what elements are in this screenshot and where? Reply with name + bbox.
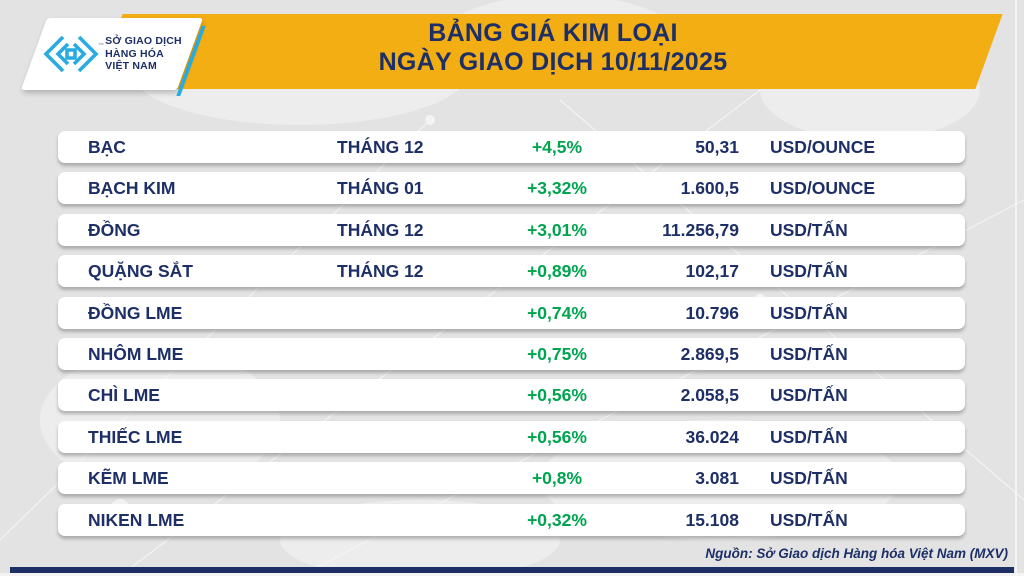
price-value: 2.058,5	[680, 385, 739, 406]
title-line2: NGÀY GIAO DỊCH 10/11/2025	[378, 48, 728, 76]
price-value: 3.081	[695, 468, 739, 489]
table-row: CHÌ LME +0,56% 2.058,5 USD/TẤN	[58, 379, 965, 412]
price-unit: USD/TẤN	[770, 509, 848, 530]
table-row: NHÔM LME +0,75% 2.869,5 USD/TẤN	[58, 337, 965, 370]
commodity-name: NIKEN LME	[88, 509, 185, 530]
commodity-name: BẠCH KIM	[88, 178, 176, 199]
mxv-logo-text: SỞ GIAO DỊCH HÀNG HÓA VIỆT NAM	[105, 35, 182, 73]
logo-text-line2: HÀNG HÓA	[105, 47, 164, 60]
logo-text-line3: VIỆT NAM	[105, 60, 157, 73]
price-value: 36.024	[685, 426, 739, 447]
commodity-name: CHÌ LME	[88, 385, 160, 406]
bottom-navy-bar	[10, 567, 1014, 573]
table-row: THIẾC LME +0,56% 36.024 USD/TẤN	[58, 420, 965, 453]
price-unit: USD/TẤN	[770, 468, 848, 489]
price-unit: USD/TẤN	[770, 385, 848, 406]
price-unit: USD/TẤN	[770, 343, 848, 364]
commodity-name: QUẶNG SẮT	[88, 261, 193, 282]
contract-month: THÁNG 12	[337, 137, 424, 157]
commodity-name: BẠC	[88, 137, 126, 157]
trademark-symbol: ™	[98, 43, 105, 49]
source-attribution: Nguồn: Sở Giao dịch Hàng hóa Việt Nam (M…	[705, 546, 1008, 561]
price-unit: USD/OUNCE	[770, 137, 876, 157]
price-value: 2.869,5	[680, 343, 739, 364]
contract-month: THÁNG 12	[337, 261, 424, 282]
table-row: QUẶNG SẮT THÁNG 12 +0,89% 102,17 USD/TẤN	[58, 255, 965, 288]
contract-month: THÁNG 12	[337, 219, 424, 240]
page-title: BẢNG GIÁ KIM LOẠI NGÀY GIAO DỊCH 10/11/2…	[273, 19, 833, 77]
price-value: 50,31	[695, 137, 739, 157]
mxv-logo: ™ SỞ GIAO DỊCH HÀNG HÓA VIỆT NAM	[20, 18, 204, 90]
table-row: BẠC THÁNG 12 +4,5% 50,31 USD/OUNCE	[58, 131, 965, 163]
commodity-name: ĐỒNG	[88, 219, 141, 240]
price-value: 11.256,79	[662, 219, 739, 240]
table-row: BẠCH KIM THÁNG 01 +3,32% 1.600,5 USD/OUN…	[58, 172, 965, 205]
table-row: ĐỒNG THÁNG 12 +3,01% 11.256,79 USD/TẤN	[58, 213, 965, 246]
contract-month: THÁNG 01	[337, 178, 424, 199]
price-unit: USD/TẤN	[770, 261, 848, 282]
price-unit: USD/TẤN	[770, 426, 848, 447]
commodity-name: NHÔM LME	[88, 343, 184, 364]
table-row: KẼM LME +0,8% 3.081 USD/TẤN	[58, 462, 965, 495]
page-edge-highlight	[1015, 0, 1017, 576]
commodity-name: THIẾC LME	[88, 426, 183, 447]
price-unit: USD/TẤN	[770, 219, 848, 240]
title-line1: BẢNG GIÁ KIM LOẠI	[428, 19, 678, 47]
price-value: 15.108	[685, 509, 739, 530]
price-value: 102,17	[685, 261, 739, 282]
commodity-name: KẼM LME	[88, 468, 169, 489]
commodity-name: ĐỒNG LME	[88, 302, 183, 323]
logo-text-line1: SỞ GIAO DỊCH	[105, 35, 182, 48]
mxv-logo-icon: ™	[42, 34, 104, 74]
table-row: NIKEN LME +0,32% 15.108 USD/TẤN	[58, 503, 965, 536]
table-row: ĐỒNG LME +0,74% 10.796 USD/TẤN	[58, 296, 965, 329]
price-value: 1.600,5	[680, 178, 739, 199]
price-value: 10.796	[685, 302, 739, 323]
price-table: BẠC THÁNG 12 +4,5% 50,31 USD/OUNCE BẠCH …	[58, 131, 965, 536]
price-unit: USD/TẤN	[770, 302, 848, 323]
price-unit: USD/OUNCE	[770, 178, 876, 199]
